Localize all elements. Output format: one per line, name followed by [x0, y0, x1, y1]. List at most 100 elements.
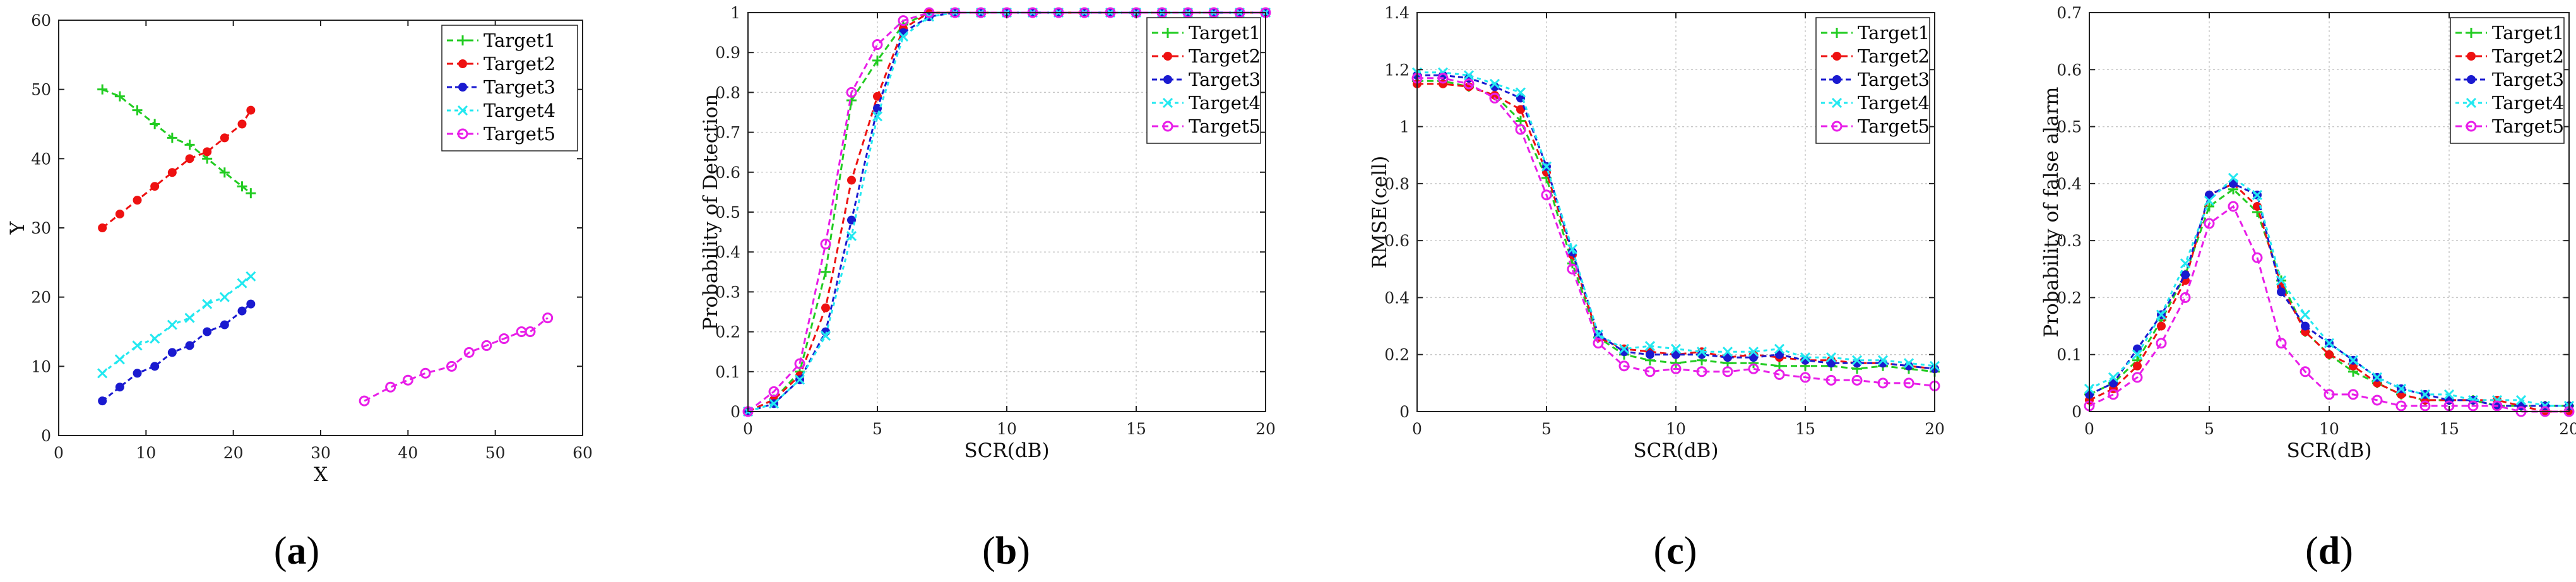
data-point-target4: [2515, 395, 2527, 406]
legend-marker-target2: [2467, 52, 2476, 61]
x-tick-label: 10: [997, 420, 1017, 438]
data-point-target3: [115, 383, 124, 392]
y-tick-label: 0.6: [715, 163, 740, 182]
panel-label-c: (c): [1654, 530, 1697, 573]
data-point-target2: [847, 175, 856, 185]
panel-label-letter: c: [1666, 530, 1684, 573]
y-axis-label: Probability of Detection: [699, 94, 722, 330]
data-point-target3: [150, 362, 160, 371]
data-point-target1: [97, 84, 108, 95]
data-point-target3: [237, 306, 247, 316]
y-tick-label: 60: [31, 11, 51, 30]
data-point-target4: [132, 340, 143, 351]
data-point-target5: [481, 340, 492, 351]
data-point-target2: [133, 196, 142, 205]
data-point-target4: [2180, 258, 2191, 269]
panel-label-letter: d: [2318, 530, 2340, 573]
data-point-target5: [2228, 201, 2239, 212]
y-tick-label: 0: [1399, 403, 1410, 421]
panel-label-close: ): [307, 530, 320, 573]
data-point-target4: [2132, 349, 2143, 360]
y-tick-label: 1.4: [1384, 4, 1410, 22]
y-tick-label: 1: [730, 4, 740, 22]
data-point-target5: [2467, 400, 2479, 412]
legend-label-target1: Target1: [2492, 22, 2564, 44]
data-point-target4: [2204, 195, 2215, 206]
data-point-target5: [1515, 124, 1526, 135]
panel-label-close: ): [2340, 530, 2353, 573]
data-point-target5: [2108, 389, 2119, 400]
data-point-target4: [114, 354, 125, 365]
data-point-target5: [1463, 78, 1475, 90]
panel-label-b: (b): [982, 530, 1030, 573]
y-tick-label: 0.8: [1384, 175, 1410, 193]
chart-d: 0 5 10 15 20 0 0.1 0.2 0.3 0.4 0.5 0.6 0.7 SCR(dB) Pro…: [2040, 4, 2576, 573]
data-point-target4: [846, 230, 857, 241]
x-tick-label: 20: [1255, 420, 1276, 438]
legend-marker-target4: [1831, 97, 1843, 109]
data-point-target3: [1775, 350, 1784, 359]
data-point-target3: [246, 299, 256, 309]
data-point-target3: [167, 348, 177, 357]
data-point-target4: [2395, 383, 2407, 394]
legend-marker-target1: [2466, 28, 2476, 38]
legend-label-target4: Target4: [1858, 92, 1930, 114]
x-tick-label: 30: [311, 444, 331, 462]
data-point-target1: [219, 167, 230, 178]
data-point-target5: [1851, 374, 1863, 386]
data-point-target4: [898, 31, 909, 42]
panel-label-open: (: [2305, 530, 2318, 573]
data-point-target5: [1644, 366, 1656, 377]
legend-marker-target5: [457, 128, 468, 140]
data-point-target5: [872, 39, 883, 50]
data-point-target3: [2301, 321, 2310, 331]
data-point-target4: [184, 312, 195, 323]
y-tick-label: 0.7: [715, 124, 740, 142]
y-tick-label: 0.4: [1384, 288, 1410, 307]
y-tick-label: 0.2: [715, 323, 740, 341]
legend-label-target4: Target4: [2492, 92, 2564, 114]
data-point-target2: [98, 223, 107, 232]
legend-marker-target5: [1162, 121, 1173, 132]
data-point-target5: [2156, 338, 2167, 349]
y-tick-label: 40: [31, 150, 51, 168]
data-point-target4: [2419, 389, 2431, 400]
data-point-target5: [1541, 189, 1552, 201]
legend-marker-target1: [458, 35, 468, 45]
x-tick-label: 10: [1666, 420, 1686, 438]
data-point-target2: [2325, 350, 2334, 359]
data-point-target4: [872, 111, 883, 122]
y-tick-label: 0.3: [2057, 232, 2082, 250]
data-point-target3: [873, 104, 882, 113]
y-tick-label: 0.2: [2057, 288, 2082, 307]
x-tick-label: 5: [1541, 420, 1552, 438]
data-point-target2: [115, 210, 124, 219]
legend-marker-target2: [1832, 52, 1841, 61]
legend-marker-target1: [1163, 28, 1173, 38]
data-point-target4: [1618, 343, 1630, 354]
data-point-target5: [359, 395, 370, 407]
series-line-target5: [364, 317, 549, 402]
y-tick-label: 20: [31, 288, 51, 307]
x-tick-label: 10: [136, 444, 156, 462]
data-point-target1: [821, 266, 831, 277]
data-point-target4: [167, 319, 177, 330]
data-point-target5: [846, 86, 857, 98]
data-point-target4: [2252, 189, 2263, 200]
y-tick-label: 0.7: [2057, 4, 2082, 22]
data-point-target5: [2491, 400, 2503, 412]
legend-label-target3: Target3: [1189, 69, 1261, 90]
y-tick-label: 0.9: [715, 44, 740, 62]
data-point-target4: [2324, 338, 2335, 348]
data-point-target4: [2276, 275, 2287, 286]
data-point-target2: [821, 303, 830, 312]
data-point-target1: [1671, 358, 1681, 369]
legend-marker-target2: [458, 59, 467, 68]
legend-label-target2: Target2: [484, 53, 555, 74]
data-point-target3: [133, 369, 142, 378]
y-tick-label: 0.5: [715, 203, 740, 222]
y-tick-label: 0.6: [1384, 232, 1410, 250]
legend-label-target5: Target5: [1189, 116, 1261, 137]
x-tick-label: 50: [485, 444, 506, 462]
